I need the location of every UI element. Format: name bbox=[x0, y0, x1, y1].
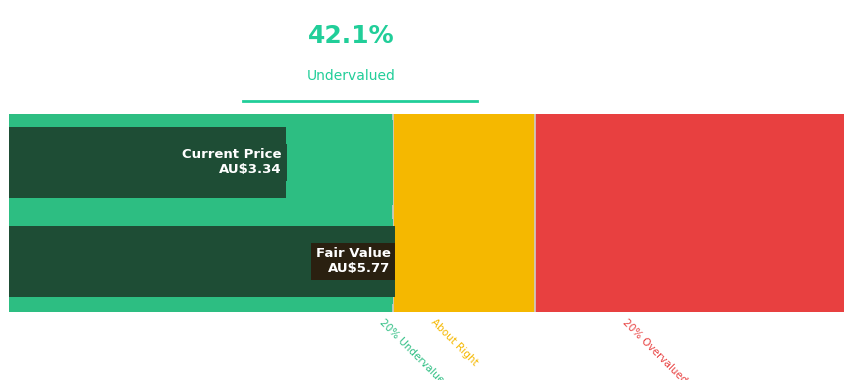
Text: Fair Value
AU$5.77: Fair Value AU$5.77 bbox=[315, 247, 390, 275]
Bar bbox=[9, 120, 393, 205]
Text: Undervalued: Undervalued bbox=[307, 69, 395, 83]
Bar bbox=[9, 226, 394, 297]
Bar bbox=[9, 114, 393, 312]
Text: 42.1%: 42.1% bbox=[308, 24, 394, 48]
Text: 20% Undervalued: 20% Undervalued bbox=[377, 317, 450, 380]
Bar bbox=[393, 114, 534, 312]
Bar bbox=[9, 127, 285, 198]
Text: Current Price
AU$3.34: Current Price AU$3.34 bbox=[182, 149, 281, 176]
Bar bbox=[534, 114, 843, 312]
Text: 20% Overvalued: 20% Overvalued bbox=[620, 317, 688, 380]
Text: About Right: About Right bbox=[428, 317, 479, 368]
Bar bbox=[9, 219, 393, 304]
